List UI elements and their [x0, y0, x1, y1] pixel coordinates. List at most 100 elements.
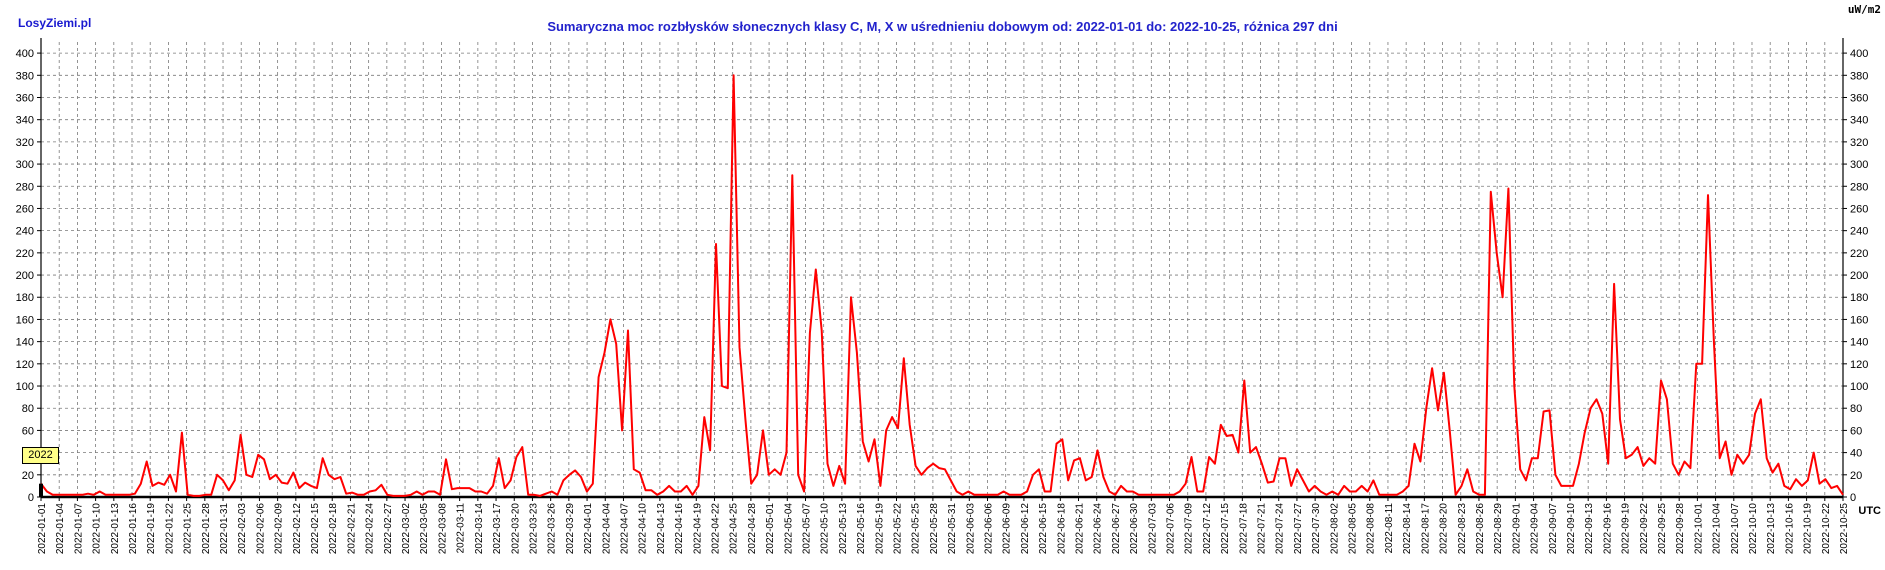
y-tick-label-left: 340 — [16, 115, 34, 127]
x-tick-label: 2022-10-16 — [1784, 503, 1795, 555]
x-tick-label: 2022-05-28 — [929, 503, 940, 555]
y-tick-label-right: 80 — [1850, 403, 1862, 415]
x-tick-label: 2022-03-26 — [547, 503, 558, 555]
x-tick-label: 2022-10-10 — [1748, 503, 1759, 555]
x-tick-label: 2022-09-25 — [1657, 503, 1668, 555]
x-tick-label: 2022-05-31 — [947, 503, 958, 555]
y-tick-label-left: 280 — [16, 181, 34, 193]
x-tick-label: 2022-02-15 — [310, 503, 321, 555]
x-tick-label: 2022-07-30 — [1311, 503, 1322, 555]
x-tick-label: 2022-01-13 — [110, 503, 121, 555]
y-tick-label-right: 0 — [1850, 492, 1856, 504]
x-tick-label: 2022-07-18 — [1238, 503, 1249, 555]
y-tick-label-left: 60 — [22, 425, 34, 437]
x-tick-label: 2022-05-25 — [911, 503, 922, 555]
x-tick-label: 2022-07-06 — [1166, 503, 1177, 555]
x-tick-label: 2022-01-16 — [128, 503, 139, 555]
x-tick-label: 2022-07-15 — [1220, 503, 1231, 555]
x-tick-label: 2022-06-21 — [1075, 503, 1086, 555]
x-tick-label: 2022-05-19 — [874, 503, 885, 555]
y-tick-label-right: 60 — [1850, 425, 1862, 437]
y-axis-unit-label: uW/m2 — [1847, 3, 1881, 16]
x-tick-label: 2022-07-24 — [1275, 503, 1286, 555]
x-tick-label: 2022-06-24 — [1093, 503, 1104, 555]
y-tick-label-left: 380 — [16, 70, 34, 82]
y-tick-label-left: 120 — [16, 359, 34, 371]
x-tick-label: 2022-10-04 — [1712, 503, 1723, 555]
x-tick-label: 2022-08-08 — [1366, 503, 1377, 555]
y-axis-right: 0 20 40 60 80 100 120 140 160 180 200 220 240 260 280 3… — [1842, 38, 1868, 504]
x-tick-label: 2022-02-03 — [237, 503, 248, 555]
x-tick-label: 2022-03-05 — [419, 503, 430, 555]
x-tick-label: 2022-09-07 — [1548, 503, 1559, 555]
x-tick-label: 2022-08-14 — [1402, 503, 1413, 555]
y-tick-label-right: 360 — [1850, 92, 1868, 104]
x-tick-label: 2022-04-22 — [710, 503, 721, 555]
y-tick-label-right: 20 — [1850, 470, 1862, 482]
y-tick-label-left: 260 — [16, 203, 34, 215]
x-tick-label: 2022-07-09 — [1184, 503, 1195, 555]
x-tick-label: 2022-04-07 — [619, 503, 630, 555]
x-tick-label: 2022-06-06 — [984, 503, 995, 555]
x-tick-label: 2022-01-25 — [183, 503, 194, 555]
x-tick-label: 2022-03-29 — [565, 503, 576, 555]
y-tick-label-left: 400 — [16, 48, 34, 60]
x-tick-label: 2022-08-11 — [1384, 503, 1395, 554]
x-tick-label: 2022-03-14 — [474, 503, 485, 555]
x-tick-label: 2022-02-06 — [255, 503, 266, 555]
x-tick-label: 2022-02-18 — [328, 503, 339, 555]
x-tick-label: 2022-01-19 — [146, 503, 157, 555]
x-tick-label: 2022-01-22 — [164, 503, 175, 555]
y-tick-label-left: 220 — [16, 248, 34, 260]
x-tick-label: 2022-01-28 — [201, 503, 212, 555]
x-tick-label: 2022-03-11 — [456, 503, 467, 554]
x-tick-label: 2022-06-15 — [1038, 503, 1049, 555]
x-tick-label: 2022-03-08 — [437, 503, 448, 555]
x-tick-label: 2022-05-10 — [820, 503, 831, 555]
y-tick-label-right: 180 — [1850, 292, 1868, 304]
y-tick-label-left: 300 — [16, 159, 34, 171]
x-tick-label: 2022-07-12 — [1202, 503, 1213, 555]
x-tick-label: 2022-06-09 — [1002, 503, 1013, 555]
x-tick-label: 2022-07-03 — [1147, 503, 1158, 555]
y-tick-label-left: 240 — [16, 226, 34, 238]
y-tick-label-left: 100 — [16, 381, 34, 393]
y-tick-label-right: 40 — [1850, 448, 1862, 460]
y-tick-label-right: 120 — [1850, 359, 1868, 371]
x-tick-label: 2022-03-23 — [528, 503, 539, 555]
x-tick-label: 2022-05-04 — [783, 503, 794, 555]
start-marker — [39, 483, 43, 497]
x-tick-label: 2022-02-09 — [274, 503, 285, 555]
x-tick-label: 2022-10-01 — [1693, 503, 1704, 555]
y-tick-label-right: 160 — [1850, 314, 1868, 326]
y-tick-label-left: 80 — [22, 403, 34, 415]
x-tick-label: 2022-01-10 — [92, 503, 103, 555]
x-tick-label: 2022-10-19 — [1803, 503, 1814, 555]
x-tick-label: 2022-04-25 — [729, 503, 740, 555]
x-tick-label: 2022-07-27 — [1293, 503, 1304, 555]
brand-logo-text: LosyZiemi.pl — [18, 16, 92, 30]
x-tick-label: 2022-06-12 — [1020, 503, 1031, 555]
x-tick-label: 2022-06-30 — [1129, 503, 1140, 555]
x-tick-label: 2022-05-01 — [765, 503, 776, 555]
y-tick-label-right: 200 — [1850, 270, 1868, 282]
y-tick-label-left: 360 — [16, 92, 34, 104]
x-tick-label: 2022-06-18 — [1056, 503, 1067, 555]
y-tick-label-left: 180 — [16, 292, 34, 304]
y-tick-label-left: 200 — [16, 270, 34, 282]
y-tick-label-right: 280 — [1850, 181, 1868, 193]
x-tick-label: 2022-03-17 — [492, 503, 503, 555]
plot-area — [39, 74, 1844, 497]
y-tick-label-right: 320 — [1850, 137, 1868, 149]
y-tick-label-left: 140 — [16, 337, 34, 349]
x-axis-utc-label: UTC — [1858, 505, 1881, 517]
x-tick-label: 2022-10-07 — [1730, 503, 1741, 555]
y-tick-label-left: 160 — [16, 314, 34, 326]
x-tick-label: 2022-02-27 — [383, 503, 394, 555]
x-tick-label: 2022-05-07 — [801, 503, 812, 555]
x-tick-label: 2022-09-19 — [1621, 503, 1632, 555]
y-tick-label-left: 20 — [22, 470, 34, 482]
x-tick-label: 2022-01-04 — [55, 503, 66, 555]
x-tick-label: 2022-02-24 — [365, 503, 376, 555]
x-tick-label: 2022-05-13 — [838, 503, 849, 555]
